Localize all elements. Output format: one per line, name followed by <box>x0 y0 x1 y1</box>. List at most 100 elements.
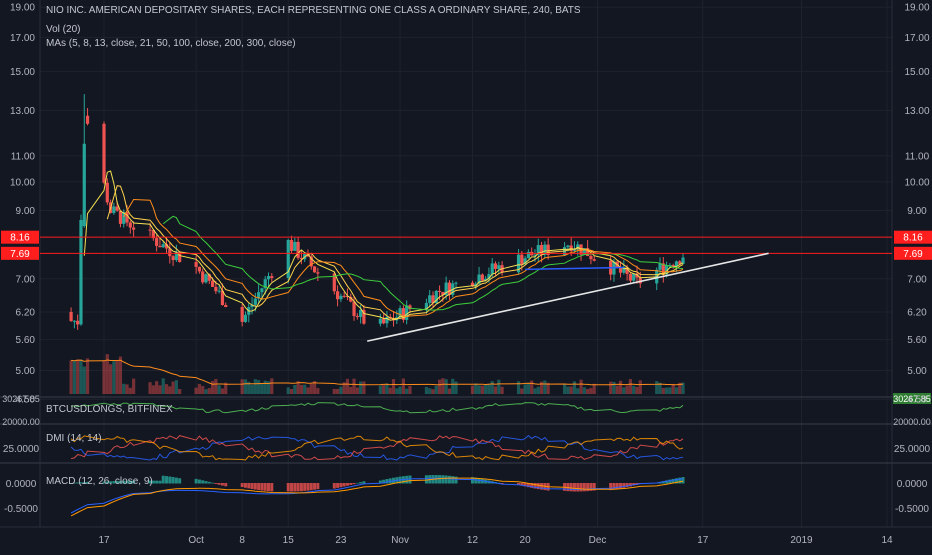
macd-histogram-bar <box>76 482 80 484</box>
candle-body <box>523 258 527 265</box>
macd-histogram-bar <box>293 483 297 492</box>
macd-histogram-bar <box>82 482 86 484</box>
macd-histogram-bar <box>171 477 175 484</box>
volume-bar <box>263 380 267 394</box>
candle-body <box>69 311 73 322</box>
macd-line <box>70 477 684 517</box>
macd-histogram-bar <box>178 478 182 484</box>
price-tick-label: 15.00 <box>10 67 35 78</box>
candle-body <box>158 245 162 248</box>
candle-body <box>579 244 583 255</box>
dmi-line <box>70 434 684 461</box>
volume-bar <box>447 388 452 394</box>
volume-bar <box>345 378 350 394</box>
price-tick-label: 19.00 <box>10 3 35 14</box>
candle-body <box>174 251 178 261</box>
moving-average-line <box>106 185 684 320</box>
candle-body <box>214 286 218 292</box>
candle-body <box>484 278 488 281</box>
volume-bar <box>609 381 613 394</box>
candle-body <box>437 290 442 292</box>
candle-body <box>424 302 429 310</box>
candle-body <box>586 248 590 257</box>
price-tag-right <box>894 246 932 260</box>
candle-body <box>240 306 244 322</box>
macd-histogram-bar <box>299 483 303 492</box>
candle-body <box>566 245 570 248</box>
candle-body <box>474 283 478 286</box>
candle-body <box>592 259 596 261</box>
macd-histogram-bar <box>579 483 583 492</box>
volume-bar <box>664 387 669 394</box>
macd-histogram-bar <box>201 480 205 484</box>
time-axis[interactable]: 17 Oct 8 15 23 Nov 12 20 Dec 17 2019 14 <box>98 535 893 546</box>
macd-histogram-bar <box>661 481 665 484</box>
volume-bar <box>391 379 396 394</box>
volume-bar <box>299 384 303 394</box>
price-tick-label: 15.00 <box>904 67 929 78</box>
volume-bar <box>401 378 405 394</box>
volume-bar <box>309 383 313 394</box>
price-tick-label: 17.00 <box>10 33 35 44</box>
macd-histogram-bar <box>250 483 254 490</box>
macd-histogram-bar <box>382 479 386 484</box>
horizontal-levels[interactable]: 8.16 8.16 7.69 7.69 <box>1 230 932 260</box>
price-axis-left[interactable]: 19.00 17.00 15.00 13.00 11.00 10.00 9.00 7.00 6.… <box>10 3 35 406</box>
time-tick-label: 2019 <box>790 535 813 546</box>
volume-bar <box>316 388 320 394</box>
macd-histogram-bar <box>352 483 356 485</box>
volume-bar <box>243 379 248 394</box>
price-tick-label: 10.00 <box>10 177 35 188</box>
dmi-pane: 25.0000 25.0000 <box>3 434 931 461</box>
macd-histogram-bar <box>582 483 586 492</box>
macd-histogram-bar <box>105 481 109 484</box>
volume-bar <box>260 383 264 394</box>
price-axis-right[interactable]: 19.00 17.00 15.00 13.00 11.00 10.00 9.00 7.00 6.… <box>904 3 929 406</box>
macd-histogram-bar <box>569 483 573 492</box>
candle-body <box>477 274 481 284</box>
candle-body <box>118 210 123 224</box>
volume-bar <box>520 388 524 394</box>
volume-bar <box>530 380 534 394</box>
macd-histogram-bar <box>240 483 244 488</box>
macd-histogram-bar <box>385 479 389 484</box>
volume-bar <box>572 381 577 394</box>
macd-histogram-bar <box>165 476 169 484</box>
volume-bar <box>296 381 300 394</box>
volume-bar <box>72 361 76 394</box>
volume-bar <box>628 379 632 394</box>
macd-histogram-bar <box>533 483 537 489</box>
macd-histogram-bar <box>665 480 669 484</box>
trendline[interactable] <box>367 252 769 342</box>
volume-bar <box>270 378 274 394</box>
volume-bar <box>661 388 665 394</box>
volume-bar <box>69 360 73 394</box>
macd-histogram-bar <box>118 480 122 484</box>
volume-bar <box>668 387 672 394</box>
candle-body <box>674 261 679 267</box>
candle-body <box>408 305 412 310</box>
candle-body <box>293 241 297 251</box>
macd-histogram-bar <box>174 477 178 484</box>
candle-body <box>352 301 356 316</box>
macd-histogram-bar <box>132 480 136 484</box>
volume-bar <box>566 386 570 394</box>
price-tick-label: 11.00 <box>905 151 930 162</box>
volume-bar <box>618 380 623 394</box>
macd-histogram-bar <box>303 483 307 491</box>
macd-histogram-bar <box>336 483 340 488</box>
macd-histogram-bar <box>342 483 346 487</box>
price-tick-label: 6.20 <box>16 307 36 318</box>
volume-bar <box>178 389 182 394</box>
macd-histogram-bar <box>444 475 448 484</box>
candle-body <box>210 280 215 287</box>
price-tick-label: 7.00 <box>907 274 927 285</box>
candle-body <box>582 248 586 255</box>
volume-bar <box>128 387 132 394</box>
vol-legend: Vol (20) <box>46 24 81 35</box>
candle-body <box>382 318 386 324</box>
macd-histogram-bar <box>678 477 682 484</box>
volume-bar <box>632 385 636 394</box>
volume-bars <box>69 354 685 394</box>
